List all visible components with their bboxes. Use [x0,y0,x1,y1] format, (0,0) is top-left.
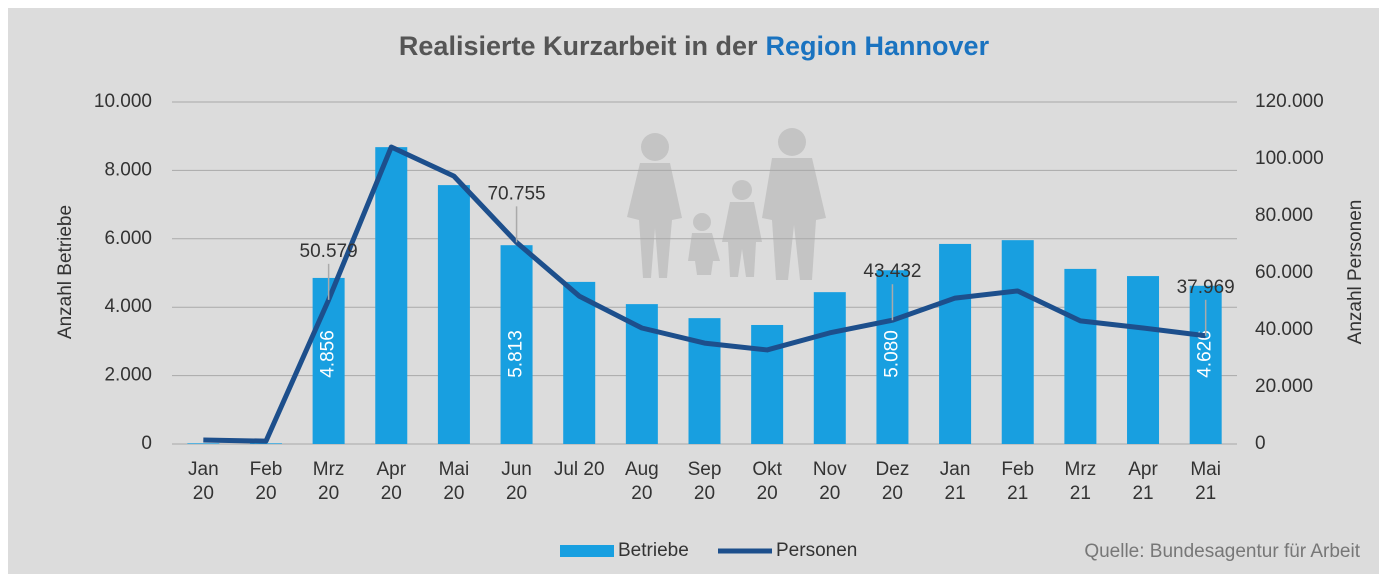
x-tick-line: Dez [876,459,910,480]
bar [187,443,220,444]
y2-tick-label: 20.000 [1255,376,1313,397]
x-tick-line: 21 [1132,483,1153,504]
x-tick-label: Apr 20 [376,459,406,504]
x-tick-label: Jun 20 [501,459,532,504]
x-tick-line: 21 [1070,483,1091,504]
family-icon [627,128,826,280]
bar [751,324,784,444]
x-tick-line: Jan [188,459,219,480]
x-tick-line: 20 [631,483,652,504]
y2-tick-label: 120.000 [1255,91,1324,112]
x-tick-label: Mai 20 [439,459,470,504]
y-tick-label: 6.000 [104,228,152,249]
x-tick-line: 21 [1007,483,1028,504]
x-tick-line: 20 [381,483,402,504]
y-tick-label: 2.000 [104,365,152,386]
bar [813,292,846,444]
y2-axis-label: Anzahl Personen [1345,200,1366,345]
x-tick-label: Sep 20 [688,459,722,504]
line-value-label: 70.755 [487,183,545,204]
legend-label: Personen [776,540,857,561]
y2-tick-label: 0 [1255,433,1266,454]
bar [437,185,470,444]
x-tick-line: Feb [1001,459,1034,480]
y2-tick-label: 100.000 [1255,148,1324,169]
chart-title: Realisierte Kurzarbeit in der Region Hann… [399,31,990,61]
x-tick-line: Jan [940,459,971,480]
x-tick-label: Mai 21 [1190,459,1221,504]
x-tick-line: Mrz [313,459,345,480]
y-axis-label: Anzahl Betriebe [55,205,76,339]
y-tick-label: 8.000 [104,159,152,180]
legend-label: Betriebe [618,540,689,561]
x-tick-line: Feb [250,459,283,480]
x-tick-line: Mrz [1065,459,1097,480]
x-tick-line: 20 [443,483,464,504]
x-tick-line: Sep [688,459,722,480]
x-tick-line: 20 [193,483,214,504]
bar [563,281,596,444]
bar [1064,268,1097,444]
x-tick-line: Nov [813,459,847,480]
bar [688,318,721,444]
x-tick-label: Feb 21 [1001,459,1034,504]
bar [500,245,533,444]
x-tick-label: Mrz 21 [1065,459,1097,504]
x-tick-label: Jan 20 [188,459,219,504]
bar-value-label: 4.626 [1195,330,1216,378]
x-tick-label: Jul 20 [554,459,605,480]
y-tick-label: 10.000 [94,91,152,112]
bar [1127,276,1160,444]
x-tick-line: 20 [506,483,527,504]
line-value-label: 37.969 [1177,277,1235,298]
y2-tick-label: 80.000 [1255,205,1313,226]
x-tick-label: Feb 20 [250,459,283,504]
x-tick-label: Nov 20 [813,459,847,504]
x-tick-line: Aug [625,459,659,480]
x-tick-line: Jun [501,459,532,480]
line-value-label: 43.432 [863,261,921,282]
x-tick-line: 20 [757,483,778,504]
x-tick-line: Mai [1190,459,1221,480]
x-tick-line: Okt [752,459,782,480]
x-tick-line: 20 [819,483,840,504]
x-tick-line: Jul 20 [554,459,605,480]
x-tick-line: 20 [882,483,903,504]
line [203,144,1206,444]
x-tick-line: Mai [439,459,470,480]
bar-value-label: 5.080 [881,330,902,378]
bar [1001,240,1034,444]
y2-tick-label: 40.000 [1255,319,1313,340]
x-tick-label: Okt 20 [752,459,782,504]
x-tick-label: Mrz 20 [313,459,345,504]
y2-tick-label: 60.000 [1255,262,1313,283]
x-tick-label: Jan 21 [940,459,971,504]
x-tick-line: 20 [255,483,276,504]
bar-value-label: 5.813 [506,330,527,378]
x-tick-label: Dez 20 [876,459,910,504]
x-tick-line: 20 [694,483,715,504]
line-value-label: 50.579 [300,241,358,262]
x-tick-line: Apr [1128,459,1158,480]
bar [375,147,408,445]
bar [249,443,282,444]
x-tick-line: 21 [1195,483,1216,504]
source: Quelle: Bundesagentur für Arbeit [1084,541,1360,562]
x-tick-label: Apr 21 [1128,459,1158,504]
y-tick-label: 4.000 [104,296,152,317]
legend-swatch [560,545,614,557]
x-tick-line: 20 [318,483,339,504]
y-tick-label: 0 [141,433,152,454]
bar [939,243,972,444]
x-tick-line: Apr [376,459,406,480]
x-tick-label: Aug 20 [625,459,659,504]
x-tick-line: 21 [945,483,966,504]
bar-value-label: 4.856 [318,330,339,378]
